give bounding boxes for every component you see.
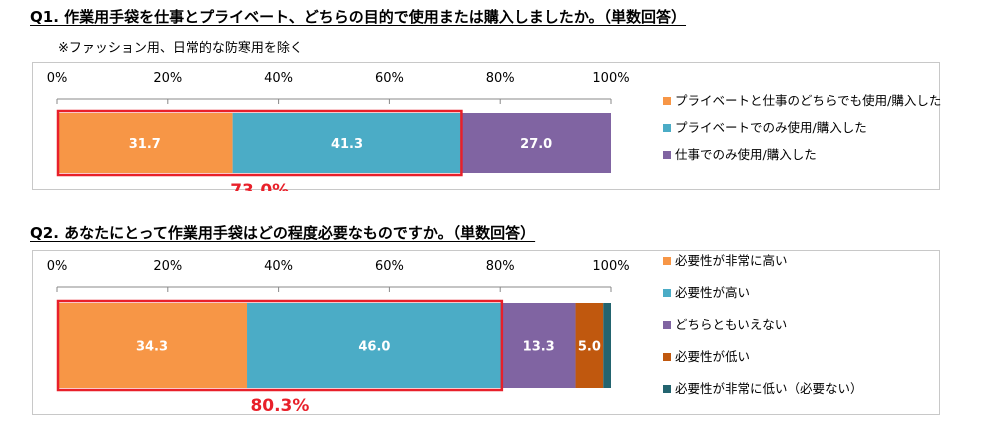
bar-segment bbox=[461, 113, 611, 173]
x-tick-label: 0% bbox=[47, 259, 68, 274]
x-tick-label: 20% bbox=[153, 259, 182, 274]
legend-swatch bbox=[663, 97, 671, 105]
data-label: 41.3 bbox=[331, 137, 363, 152]
bar-segment bbox=[575, 303, 604, 388]
x-tick-label: 100% bbox=[592, 259, 629, 274]
data-label: 27.0 bbox=[520, 137, 552, 152]
data-label: 34.3 bbox=[136, 340, 168, 355]
bar-segment bbox=[232, 113, 462, 173]
x-tick-label: 40% bbox=[264, 71, 293, 86]
legend-label: 仕事でのみ使用/購入した bbox=[675, 147, 817, 162]
x-tick-label: 40% bbox=[264, 259, 293, 274]
q1-chart-panel: 0% 20% 40% 60% 80% 100% 31.7 41.3 27.0 73.0% プライベー… bbox=[32, 62, 941, 191]
x-tick-label: 60% bbox=[375, 259, 404, 274]
legend-swatch bbox=[663, 321, 671, 329]
legend-label: プライベートと仕事のどちらでも使用/購入した bbox=[675, 93, 941, 108]
q2-title: Q2. あなたにとって作業用手袋はどの程度必要なものですか。（単数回答） bbox=[30, 224, 536, 242]
data-label: 5.0 bbox=[578, 340, 601, 355]
legend-label: 必要性が非常に高い bbox=[675, 253, 788, 268]
legend-swatch bbox=[663, 289, 671, 297]
q2-chart-panel: 0% 20% 40% 60% 80% 100% 34.3 46.0 13.3 5.0 80.3% 必要… bbox=[32, 250, 940, 416]
data-label: 13.3 bbox=[523, 340, 555, 355]
legend-label: プライベートでのみ使用/購入した bbox=[675, 120, 867, 135]
legend-swatch bbox=[663, 385, 671, 393]
legend-swatch bbox=[663, 353, 671, 361]
q1-chart-svg: 0% 20% 40% 60% 80% 100% 31.7 41.3 27.0 73.0% プライベー… bbox=[47, 71, 941, 191]
q1-note: ※ファッション用、日常的な防寒用を除く bbox=[58, 41, 303, 56]
data-label: 31.7 bbox=[129, 137, 161, 152]
legend-label: 必要性が非常に低い（必要ない） bbox=[675, 381, 863, 396]
legend-label: どちらともいえない bbox=[675, 317, 787, 332]
bar-segment bbox=[57, 113, 233, 173]
bar-segment bbox=[501, 303, 576, 388]
x-tick-label: 100% bbox=[592, 71, 629, 86]
q1-title: Q1. 作業用手袋を仕事とプライベート、どちらの目的で使用または購入しましたか。… bbox=[30, 8, 687, 26]
highlight-label: 73.0% bbox=[230, 181, 289, 191]
x-tick-label: 80% bbox=[486, 259, 515, 274]
legend-swatch bbox=[663, 257, 671, 265]
highlight-box bbox=[56, 109, 463, 177]
x-tick-label: 80% bbox=[486, 71, 515, 86]
x-tick-label: 0% bbox=[47, 71, 68, 86]
data-label: 46.0 bbox=[358, 340, 390, 355]
legend-swatch bbox=[663, 151, 671, 159]
legend-swatch bbox=[663, 124, 671, 132]
x-tick-label: 20% bbox=[153, 71, 182, 86]
bar-segment bbox=[603, 303, 611, 388]
x-tick-label: 60% bbox=[375, 71, 404, 86]
highlight-label: 80.3% bbox=[250, 396, 309, 416]
bar-segment bbox=[57, 303, 248, 388]
bar-segment bbox=[247, 303, 502, 388]
q2-chart-svg: 0% 20% 40% 60% 80% 100% 34.3 46.0 13.3 5.0 80.3% 必要… bbox=[47, 253, 863, 416]
legend-label: 必要性が高い bbox=[675, 285, 750, 300]
legend-label: 必要性が低い bbox=[675, 349, 750, 364]
highlight-box bbox=[56, 299, 504, 392]
